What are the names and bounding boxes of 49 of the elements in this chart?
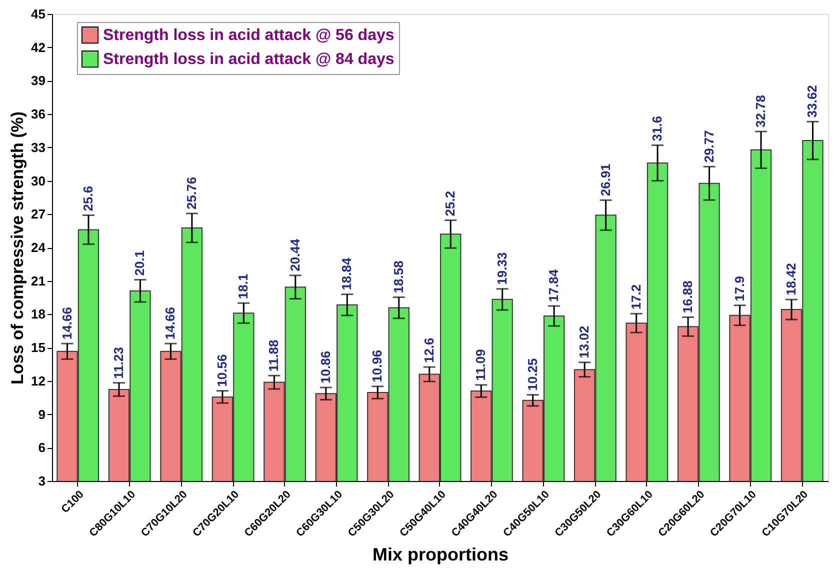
legend-label: Strength loss in acid attack @ 56 days [103,27,394,44]
data-label: 25.6 [80,186,96,212]
data-label: 18.1 [236,274,251,300]
data-label: 10.56 [214,354,230,387]
data-label: 17.84 [546,268,562,302]
y-tick-label: 39 [31,73,46,88]
data-label: 16.88 [680,280,696,314]
data-label: 20.1 [132,250,148,276]
y-tick-label: 27 [31,206,46,222]
data-label: 18.58 [390,260,406,294]
y-tick-label: 36 [31,106,46,122]
y-tick-label: 6 [38,440,46,456]
data-label: 14.66 [59,307,74,340]
data-label: 11.88 [266,340,282,372]
data-label: 19.33 [494,252,510,285]
data-label: 26.91 [598,164,613,196]
y-tick-label: 18 [31,306,46,322]
data-label: 12.6 [421,338,436,364]
data-label: 10.86 [318,350,333,384]
y-tick-label: 9 [38,406,46,422]
y-tick-label: 33 [31,140,46,155]
y-axis-title: Loss of compressive strength (%) [8,111,28,385]
data-label: 18.42 [784,262,799,296]
y-tick-label: 42 [31,40,46,55]
y-tick-label: 12 [31,373,46,388]
x-axis-title: Mix proportions [372,544,508,565]
y-tick-label: 3 [38,474,46,488]
y-tick-label: 30 [31,173,46,188]
y-tick-label: 45 [31,6,46,22]
data-label: 18.84 [339,257,354,290]
data-label: 17.9 [732,276,747,302]
data-label: 25.2 [442,190,458,216]
data-label: 31.6 [650,116,665,142]
y-tick-label: 15 [31,340,46,356]
data-label: 10.25 [524,358,540,391]
data-label: 33.62 [804,85,820,118]
data-label: 17.2 [628,284,644,310]
data-label: 29.77 [701,130,716,163]
y-tick-label: 21 [31,273,46,288]
data-label: 14.66 [162,307,178,340]
data-label: 32.78 [753,94,768,128]
data-label: 25.76 [184,176,199,210]
data-label: 13.02 [576,326,592,358]
data-label: 20.44 [287,238,302,272]
data-label: 11.09 [473,349,488,381]
data-label: 10.96 [370,350,385,382]
data-label: 11.23 [110,346,126,379]
y-tick-label: 24 [31,240,46,255]
legend-label: Strength loss in acid attack @ 84 days [103,51,394,68]
